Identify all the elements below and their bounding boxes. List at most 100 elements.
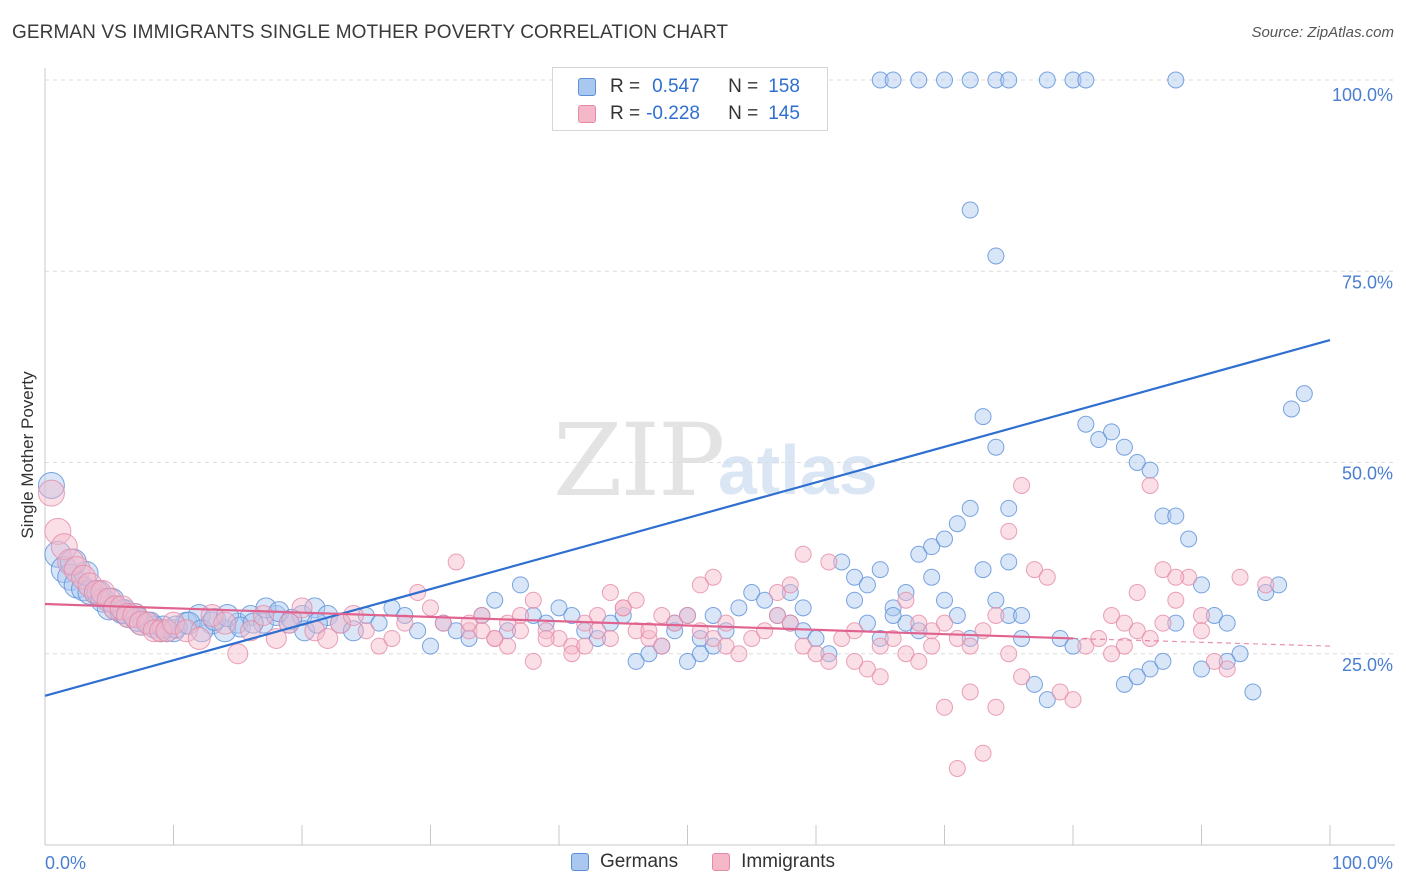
immigrant-point [1115, 637, 1133, 655]
immigrant-point [589, 622, 607, 640]
german-point [1000, 553, 1018, 571]
correlation-legend: R = 0.547 N = 158 R = -0.228 N = 145 [552, 67, 828, 131]
immigrant-point [1141, 629, 1159, 647]
german-point [1090, 431, 1108, 449]
immigrant-point [653, 607, 671, 624]
immigrant-point [240, 620, 262, 642]
german-point [961, 71, 979, 89]
immigrant-point [871, 637, 889, 655]
german-point [897, 614, 915, 632]
immigrant-point [227, 643, 249, 665]
german-point [884, 607, 902, 624]
legend-row-immigrants: R = -0.228 N = 145 [553, 100, 800, 128]
german-point [987, 591, 1005, 609]
immigrant-point [1141, 476, 1159, 494]
german-point [1000, 71, 1018, 89]
german-point [1295, 385, 1313, 403]
immigrant-point [1128, 584, 1146, 602]
immigrant-point [422, 599, 439, 617]
immigrant-point [794, 637, 812, 655]
german-point [756, 591, 774, 609]
immigrant-point [781, 614, 799, 632]
german-point [1244, 683, 1262, 701]
immigrant-point [1103, 607, 1121, 624]
immigrant-point [884, 629, 902, 647]
immigrant-point [1013, 476, 1031, 494]
immigrant-point [511, 622, 529, 640]
german-point [936, 71, 953, 89]
german-point [640, 645, 658, 663]
immigrant-point [1000, 522, 1018, 540]
german-point [1154, 507, 1172, 525]
immigrant-point [486, 629, 504, 647]
y-tick-label: 75.0% [1342, 272, 1393, 292]
immigrant-point [820, 652, 838, 670]
y-axis-label: Single Mother Poverty [18, 371, 37, 539]
german-point [1115, 675, 1133, 693]
r-label: R = [610, 76, 641, 97]
y-tick-label: 100.0% [1332, 85, 1393, 105]
german-point [1205, 607, 1223, 624]
immigrant-point [730, 645, 748, 663]
german-point [974, 408, 992, 426]
immigrant-point [1154, 614, 1172, 632]
immigrant-point [155, 619, 179, 643]
legend-swatch-pink [712, 853, 731, 871]
german-point [422, 637, 439, 655]
immigrant-point [691, 576, 709, 594]
legend-item-immigrants[interactable]: Immigrants [712, 851, 835, 873]
immigrant-point [317, 627, 339, 649]
german-point [1064, 71, 1082, 89]
immigrant-point [357, 622, 375, 640]
immigrant-point [987, 698, 1005, 716]
immigrant-point [961, 683, 979, 701]
x-tick-label: 100.0% [1332, 853, 1393, 873]
immigrant-point [627, 591, 645, 609]
immigrant-point [563, 645, 581, 663]
immigrant-point [291, 597, 313, 619]
immigrant-point [768, 584, 786, 602]
legend-label-immigrants: Immigrants [741, 851, 836, 872]
immigrant-point [550, 629, 568, 647]
immigrant-point [537, 629, 555, 647]
legend-swatch-blue [570, 853, 589, 871]
immigrant-point [1051, 683, 1069, 701]
watermark-atlas: atlas [718, 431, 878, 509]
immigrant-point [122, 603, 148, 628]
immigrant-point [77, 572, 103, 598]
n-value: 145 [768, 103, 800, 124]
immigrant-point [63, 556, 91, 584]
immigrant-point [50, 533, 78, 561]
n-label: N = [728, 76, 759, 97]
german-point [1077, 71, 1095, 89]
immigrant-point [370, 637, 388, 655]
legend-row-germans: R = 0.547 N = 158 [553, 73, 800, 101]
german-point [704, 607, 722, 624]
immigrant-point [794, 545, 812, 563]
immigrants-trend-extension [1072, 637, 1331, 647]
series-legend: Germans Immigrants [0, 851, 1406, 873]
immigrant-point [871, 668, 889, 686]
german-point [974, 561, 992, 579]
immigrant-point [910, 614, 928, 632]
german-point [1025, 675, 1043, 693]
legend-item-germans[interactable]: Germans [570, 851, 678, 873]
immigrant-point [961, 637, 979, 655]
german-point [679, 652, 696, 670]
immigrant-point [1090, 629, 1108, 647]
german-point [1013, 607, 1031, 624]
german-point [833, 553, 851, 571]
german-point [563, 607, 581, 624]
german-point [936, 591, 953, 609]
immigrant-point [717, 614, 735, 632]
r-value: 0.547 [652, 76, 700, 97]
watermark-zip: ZIP [553, 402, 725, 519]
immigrant-point [640, 622, 658, 640]
immigrant-point [1167, 568, 1185, 586]
immigrant-point [936, 698, 953, 716]
immigrant-point [974, 744, 992, 762]
german-point [691, 645, 709, 663]
immigrant-point [252, 605, 274, 626]
immigrant-point [396, 614, 414, 632]
german-point [987, 71, 1005, 89]
